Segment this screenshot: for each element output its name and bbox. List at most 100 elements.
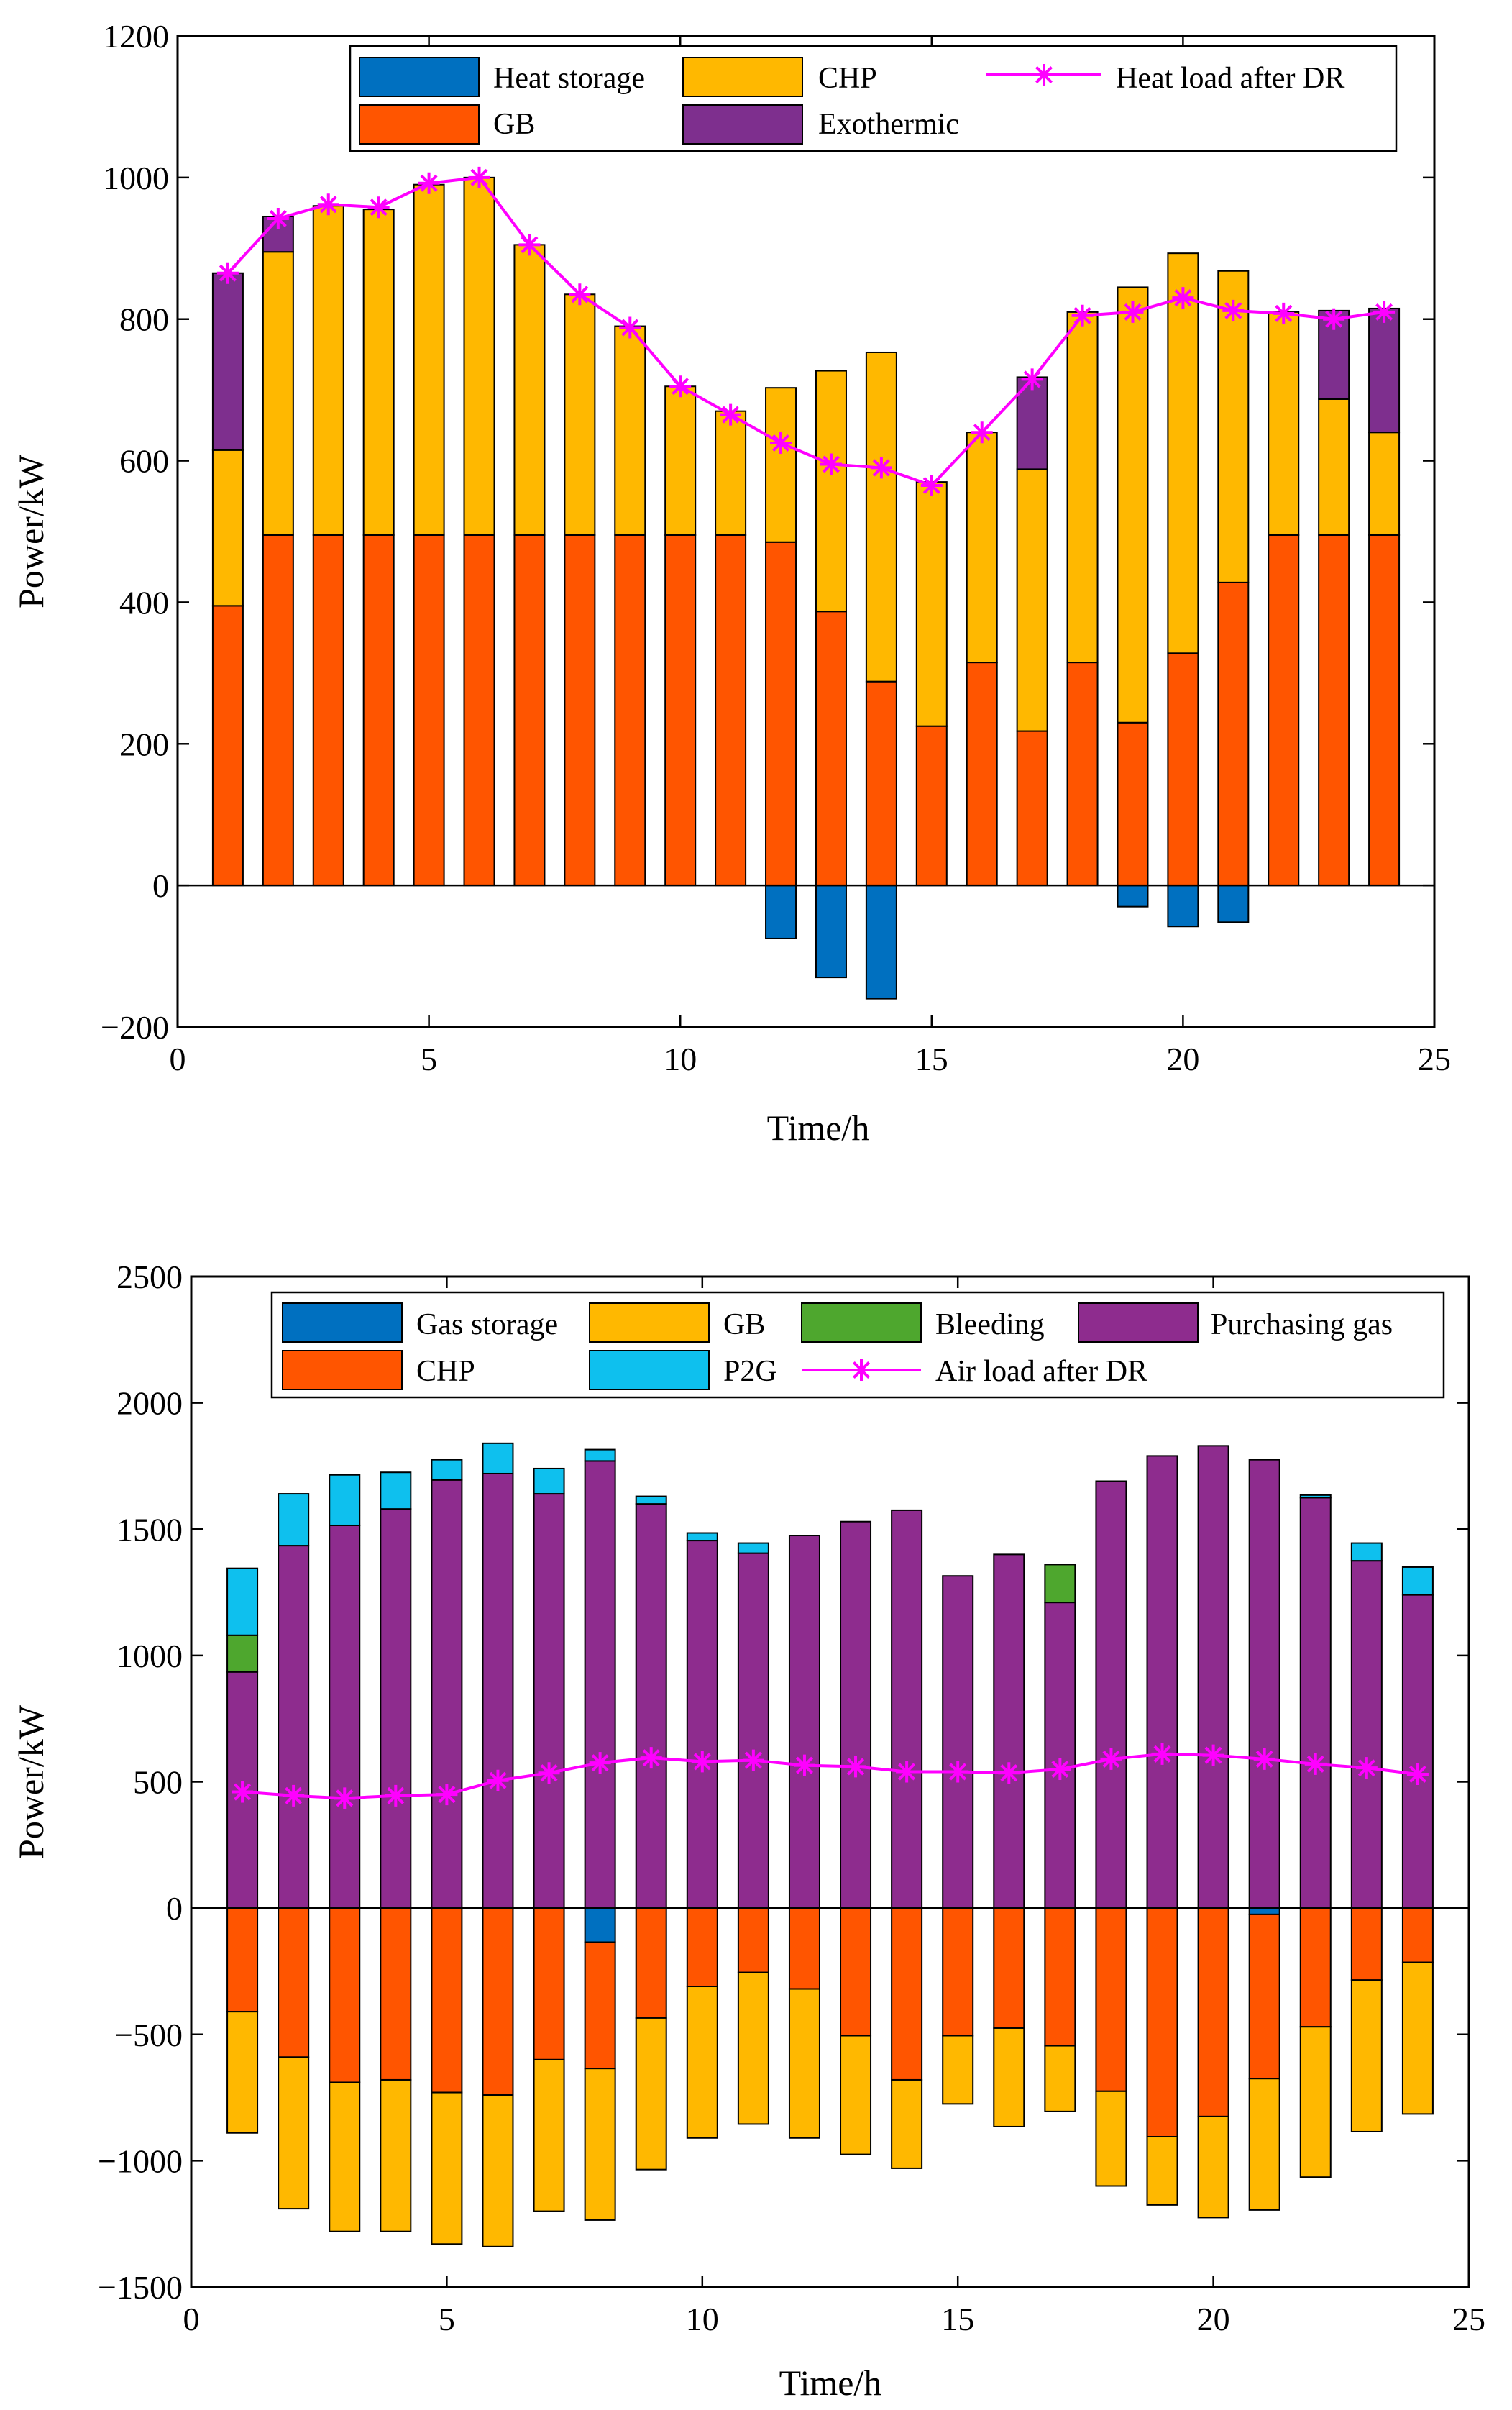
bar-heat-storage-21 (1217, 885, 1250, 923)
bar-chp-14 (865, 351, 897, 683)
gas-y-axis-title: Power/kW (11, 1704, 51, 1859)
bar-purchasing-13 (840, 1520, 872, 1909)
x-tick-label: 5 (421, 1041, 437, 1077)
legend-label-gb-gas: GB (723, 1308, 765, 1341)
bar-gb-2 (262, 534, 294, 887)
bar-p2g-22 (1299, 1494, 1332, 1499)
bar-gb-7 (533, 2058, 565, 2212)
gas-legend: Gas storage CHP GB P2G Bleeding Purchasi… (270, 1291, 1445, 1399)
bar-gb-8 (564, 534, 596, 887)
bar-gb-1 (211, 605, 244, 887)
bar-chp-17 (1044, 1907, 1076, 2047)
gas-bars (226, 1442, 1434, 2247)
y-tick-label: 1500 (116, 1511, 183, 1548)
legend-swatch-bleeding (801, 1302, 922, 1343)
x-tick-label: 15 (941, 2301, 974, 2337)
bar-purchasing-21 (1248, 1459, 1280, 1909)
y-tick-label: 1000 (116, 1638, 183, 1674)
load-marker-12 (793, 1754, 815, 1776)
y-tick-label: 600 (119, 443, 169, 480)
bar-gb-10 (664, 534, 697, 887)
bar-purchasing-9 (635, 1503, 667, 1909)
bar-chp-21 (1217, 270, 1250, 583)
load-marker-16 (998, 1762, 1020, 1784)
bar-gb-16 (993, 2027, 1025, 2127)
bar-gb-9 (614, 534, 646, 887)
bar-p2g-8 (584, 1448, 616, 1462)
bar-heat-storage-14 (865, 885, 897, 1000)
bar-chp-9 (635, 1907, 667, 2019)
load-marker-20 (1172, 287, 1194, 309)
load-marker-8 (569, 283, 591, 306)
bar-gb-4 (380, 2078, 412, 2232)
x-tick-label: 25 (1418, 1041, 1451, 1077)
heat-legend: Heat storage GB CHP Exothermic Heat load… (349, 45, 1398, 152)
load-marker-13 (845, 1756, 867, 1778)
legend-marker-air-load (851, 1359, 872, 1381)
bar-purchasing-23 (1350, 1560, 1383, 1909)
load-marker-24 (1406, 1763, 1429, 1785)
y-tick-label: −200 (101, 1009, 169, 1046)
x-tick-label: 10 (686, 2301, 719, 2337)
load-marker-21 (1253, 1748, 1275, 1770)
bar-chp-11 (737, 1907, 769, 1973)
heat-x-ticks: 0 5 10 15 20 25 (170, 36, 1451, 1077)
load-marker-15 (920, 475, 943, 497)
y-tick-label: −500 (114, 2017, 183, 2053)
bar-chp-18 (1066, 311, 1099, 664)
x-tick-label: 5 (439, 2301, 455, 2337)
bar-gb-20 (1167, 652, 1199, 887)
bar-purchasing-22 (1299, 1497, 1332, 1909)
x-tick-label: 10 (664, 1041, 697, 1077)
load-marker-22 (1273, 302, 1295, 324)
load-marker-5 (436, 1784, 458, 1806)
bar-gb-3 (329, 2081, 361, 2232)
y-tick-label: −1500 (98, 2269, 183, 2306)
bar-chp-17 (1016, 468, 1048, 732)
load-marker-19 (1122, 301, 1144, 323)
bar-gb-24 (1401, 1961, 1434, 2115)
bar-chp-16 (993, 1907, 1025, 2029)
bar-chp-12 (788, 1907, 820, 1990)
bar-gas-storage-8 (584, 1907, 616, 1943)
x-tick-label: 25 (1452, 2301, 1485, 2337)
heat-x-axis-title: Time/h (767, 1108, 870, 1148)
bar-gb-11 (715, 534, 747, 887)
bar-gb-5 (413, 534, 445, 887)
legend-label-exothermic: Exothermic (818, 108, 959, 141)
bar-gb-10 (686, 1986, 718, 2139)
y-tick-label: 0 (166, 1890, 183, 1927)
gas-x-axis-title: Time/h (779, 2363, 882, 2403)
x-tick-label: 20 (1166, 1041, 1199, 1077)
bar-gb-21 (1217, 581, 1250, 887)
x-tick-label: 0 (183, 2301, 200, 2337)
bar-purchasing-15 (942, 1575, 974, 1909)
bar-chp-2 (278, 1907, 310, 2058)
air-load-markers (232, 1743, 1429, 1809)
bar-chp-1 (226, 1907, 259, 2013)
bar-purchasing-8 (584, 1460, 616, 1909)
bar-exothermic-17 (1016, 376, 1048, 470)
bar-exothermic-24 (1368, 307, 1401, 434)
legend-swatch-exothermic (682, 104, 803, 145)
x-tick-label: 0 (170, 1041, 186, 1077)
load-marker-15 (947, 1761, 969, 1783)
bar-chp-24 (1368, 432, 1401, 536)
heat-y-ticks: −200 0 200 400 600 800 1000 1200 (101, 18, 1434, 1046)
y-tick-label: −1000 (98, 2142, 183, 2179)
bar-p2g-10 (686, 1532, 718, 1542)
load-marker-2 (283, 1784, 305, 1807)
bar-p2g-3 (329, 1474, 361, 1526)
bar-purchasing-3 (329, 1524, 361, 1909)
y-tick-label: 2000 (116, 1385, 183, 1422)
bar-chp-19 (1117, 286, 1149, 724)
bar-chp-9 (614, 325, 646, 536)
bar-purchasing-24 (1401, 1594, 1434, 1909)
bar-chp-4 (362, 209, 395, 536)
bar-chp-10 (686, 1907, 718, 1988)
bar-p2g-23 (1350, 1542, 1383, 1562)
legend-label-bleeding: Bleeding (935, 1308, 1045, 1341)
bar-chp-2 (262, 251, 294, 536)
bar-gb-22 (1268, 534, 1300, 887)
bar-chp-13 (815, 370, 847, 613)
